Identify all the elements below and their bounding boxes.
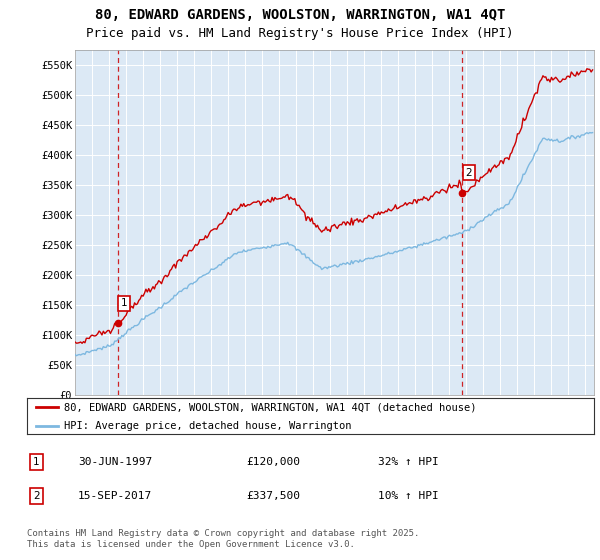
Text: 80, EDWARD GARDENS, WOOLSTON, WARRINGTON, WA1 4QT: 80, EDWARD GARDENS, WOOLSTON, WARRINGTON… xyxy=(95,8,505,22)
Text: 10% ↑ HPI: 10% ↑ HPI xyxy=(378,491,439,501)
Text: 30-JUN-1997: 30-JUN-1997 xyxy=(78,457,152,467)
Text: 32% ↑ HPI: 32% ↑ HPI xyxy=(378,457,439,467)
Text: Price paid vs. HM Land Registry's House Price Index (HPI): Price paid vs. HM Land Registry's House … xyxy=(86,27,514,40)
Text: 15-SEP-2017: 15-SEP-2017 xyxy=(78,491,152,501)
Text: 2: 2 xyxy=(466,168,472,178)
Text: HPI: Average price, detached house, Warrington: HPI: Average price, detached house, Warr… xyxy=(64,421,352,431)
Text: 80, EDWARD GARDENS, WOOLSTON, WARRINGTON, WA1 4QT (detached house): 80, EDWARD GARDENS, WOOLSTON, WARRINGTON… xyxy=(64,403,476,412)
Text: Contains HM Land Registry data © Crown copyright and database right 2025.
This d: Contains HM Land Registry data © Crown c… xyxy=(27,529,419,549)
Text: 2: 2 xyxy=(33,491,40,501)
Text: 1: 1 xyxy=(33,457,40,467)
Text: £120,000: £120,000 xyxy=(246,457,300,467)
Text: £337,500: £337,500 xyxy=(246,491,300,501)
Text: 1: 1 xyxy=(121,298,128,308)
